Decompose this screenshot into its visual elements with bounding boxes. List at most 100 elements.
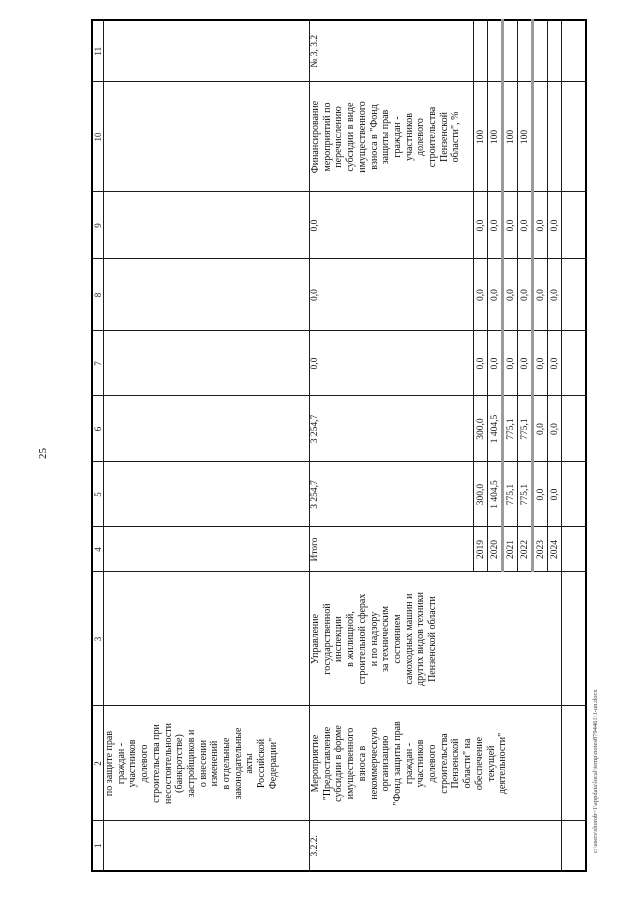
col-number-9: 9 [92,192,104,259]
year-cell: 2022 [517,527,533,572]
col-number-5: 5 [92,462,104,527]
value-cell: 775,1 [502,396,518,462]
value-cell: 0,0 [487,331,503,396]
continuation-row: по защите прав граждан - участников доле… [103,20,310,871]
empty-cell [561,192,586,259]
total-col8-cell: 0,0 [309,259,474,331]
col-number-10: 10 [92,82,104,192]
empty-cell [561,82,586,192]
value-cell: 0,0 [502,259,518,331]
empty-cell [502,20,518,82]
value-cell: 0,0 [473,192,488,259]
empty-cell [103,82,310,192]
value-cell: 300,0 [473,462,488,527]
measure-name-cell: Мероприятие "Предоставление субсидии в ф… [309,706,562,821]
col-number-11: 11 [92,20,104,82]
value-cell: 0,0 [547,192,562,259]
total-col5-cell: 3 254,7 [309,462,474,527]
value-cell: 0,0 [517,259,533,331]
empty-cell [103,572,310,706]
value-cell: 0,0 [502,192,518,259]
empty-cell [561,396,586,462]
empty-cell [561,331,586,396]
value-cell [532,82,548,192]
empty-cell [561,821,586,871]
value-cell: 100 [517,82,533,192]
indicator-cell: Финансирование мероприятий по перечислен… [309,82,474,192]
col-number-8: 8 [92,259,104,331]
value-cell: 0,0 [532,396,548,462]
year-cell: 2019 [473,527,488,572]
col-number-4: 4 [92,527,104,572]
value-cell: 0,0 [487,259,503,331]
total-col9-cell: 0,0 [309,192,474,259]
empty-cell [561,527,586,572]
empty-next-row [561,20,586,871]
column-numbers-row: 1 2 3 4 5 6 7 8 9 10 11 [92,20,104,871]
value-cell: 0,0 [532,331,548,396]
total-col6-cell: 3 254,7 [309,396,474,462]
year-cell: 2021 [502,527,518,572]
empty-cell [561,462,586,527]
year-cell: 2024 [547,527,562,572]
program-table: 1 2 3 4 5 6 7 8 9 10 11 по защите прав г… [91,19,587,872]
empty-cell [103,821,310,871]
program-table-wrapper: 1 2 3 4 5 6 7 8 9 10 11 по защите прав г… [91,19,587,872]
value-cell: 0,0 [517,331,533,396]
empty-cell [103,396,310,462]
empty-cell [561,20,586,82]
empty-cell [103,259,310,331]
measure-row: 3.2.2. Мероприятие "Предоставление субси… [309,20,562,871]
empty-cell [473,20,488,82]
value-cell: 775,1 [517,396,533,462]
empty-cell [547,20,562,82]
value-cell: 0,0 [532,259,548,331]
reference-cell: № 3, 3.2 [309,20,474,82]
col-number-2: 2 [92,706,104,821]
empty-cell [103,192,310,259]
value-cell: 0,0 [502,331,518,396]
value-cell: 0,0 [487,192,503,259]
value-cell: 0,0 [532,192,548,259]
empty-cell [517,20,533,82]
col-number-3: 3 [92,572,104,706]
continuation-text-cell: по защите прав граждан - участников доле… [103,706,310,821]
empty-cell [103,20,310,82]
empty-cell [561,706,586,821]
value-cell: 0,0 [547,259,562,331]
value-cell: 0,0 [473,331,488,396]
total-col7-cell: 0,0 [309,331,474,396]
value-cell: 0,0 [473,259,488,331]
value-cell: 300,0 [473,396,488,462]
empty-cell [532,20,548,82]
footer-file-path: c:\users\shorob~1\appdata\local\temp\not… [592,689,599,853]
value-cell [547,82,562,192]
page-number: 25 [37,448,49,459]
value-cell: 0,0 [547,462,562,527]
empty-cell [487,20,503,82]
empty-cell [103,331,310,396]
executor-cell: Управление государственной инспекции в ж… [309,572,562,706]
empty-cell [561,572,586,706]
empty-cell [561,259,586,331]
year-cell: 2020 [487,527,503,572]
value-cell: 0,0 [547,331,562,396]
value-cell: 0,0 [517,192,533,259]
value-cell: 0,0 [532,462,548,527]
measure-number-cell: 3.2.2. [309,821,562,871]
empty-cell [103,462,310,527]
empty-cell [103,527,310,572]
value-cell: 775,1 [517,462,533,527]
total-label-cell: Итого [309,527,474,572]
value-cell: 100 [487,82,503,192]
col-number-6: 6 [92,396,104,462]
value-cell: 100 [473,82,488,192]
col-number-1: 1 [92,821,104,871]
value-cell: 0,0 [547,396,562,462]
value-cell: 775,1 [502,462,518,527]
col-number-7: 7 [92,331,104,396]
value-cell: 1 404,5 [487,396,503,462]
value-cell: 1 404,5 [487,462,503,527]
value-cell: 100 [502,82,518,192]
year-cell: 2023 [532,527,548,572]
